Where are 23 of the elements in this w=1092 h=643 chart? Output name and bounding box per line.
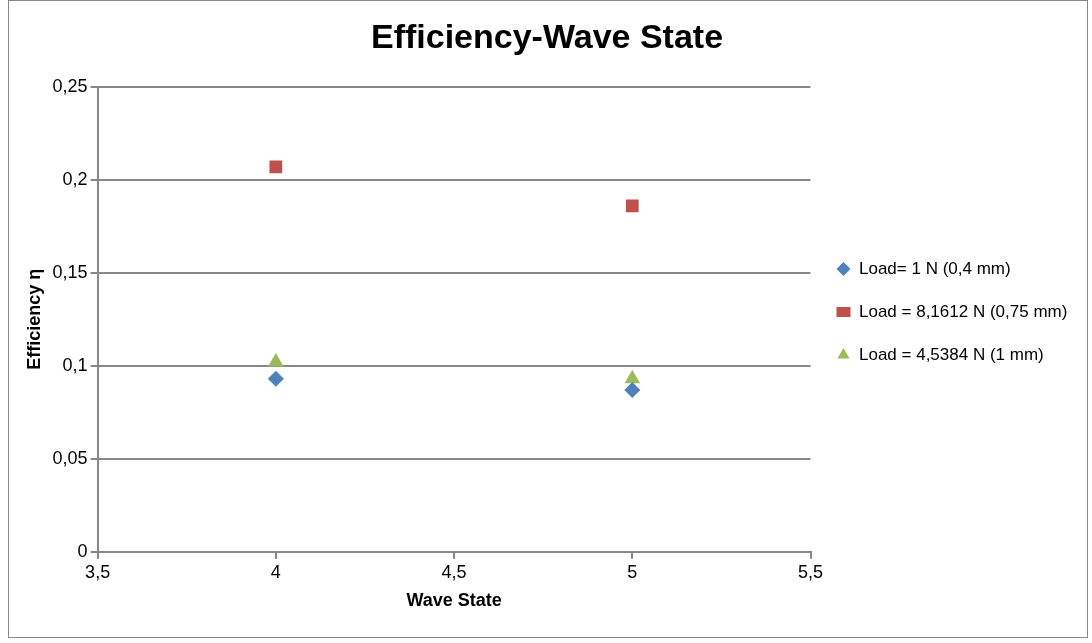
chart-title: Efficiency-Wave State [370,16,724,55]
y-tick-label: 0,05 [52,447,88,468]
y-axis-title: Efficiency η [23,268,44,370]
x-tick-label: 4 [270,561,281,582]
x-tick-label: 3,5 [85,561,111,582]
legend-label: Load= 1 N (0,4 mm) [859,258,1011,278]
y-tick-label: 0,25 [52,75,88,96]
x-tick-label: 4,5 [441,561,467,582]
x-axis-title: Wave State [406,590,502,611]
y-tick-label: 0,2 [62,168,88,189]
legend-label: Load = 8,1612 N (0,75 mm) [859,301,1068,321]
point [624,381,641,398]
point [267,370,284,387]
point [269,160,283,174]
y-tick-label: 0,1 [62,354,88,375]
x-tick-label: 5,5 [797,561,824,582]
legend-label: Load = 4,5384 N (1 mm) [859,344,1044,364]
point [624,369,641,384]
x-tick-label: 5 [627,561,638,582]
point [268,353,284,367]
y-tick-label: 0,15 [52,261,88,282]
point [625,199,639,213]
y-tick-label: 0 [77,540,88,561]
